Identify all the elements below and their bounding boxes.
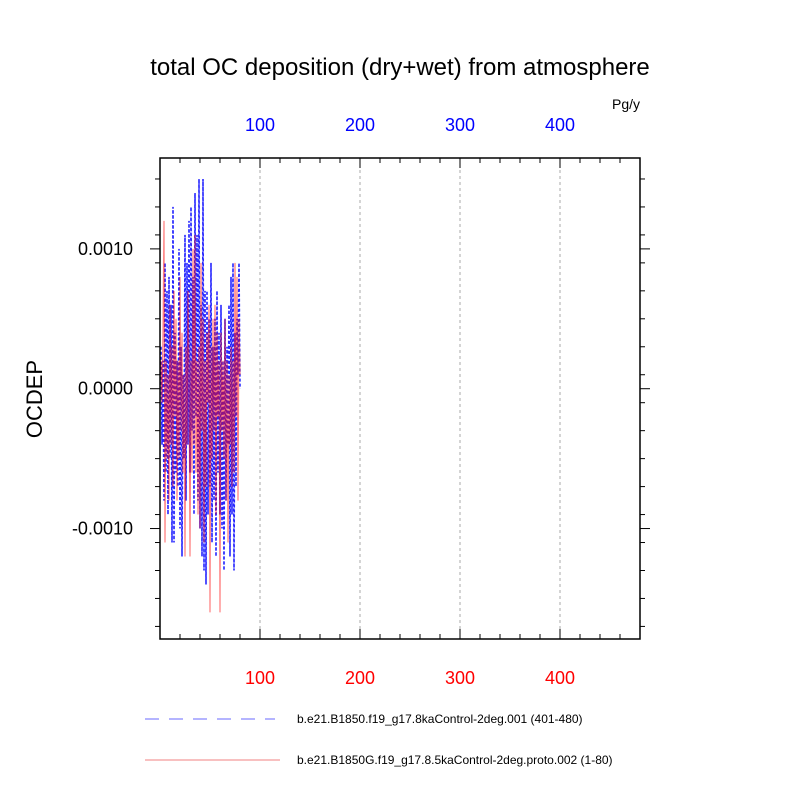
x-tick-label-top: 200 bbox=[345, 115, 375, 135]
legend: b.e21.B1850.f19_g17.8kaControl-2deg.001 … bbox=[145, 712, 613, 767]
y-tick-label: 0.0000 bbox=[78, 379, 133, 399]
series-line-red bbox=[160, 220, 241, 613]
x-tick-label-bottom: 400 bbox=[545, 668, 575, 688]
top-axis-units: Pg/y bbox=[612, 96, 640, 112]
legend-label-red: b.e21.B1850G.f19_g17.8.5kaControl-2deg.p… bbox=[297, 753, 613, 767]
chart-title: total OC deposition (dry+wet) from atmos… bbox=[150, 54, 650, 81]
legend-label-blue: b.e21.B1850.f19_g17.8kaControl-2deg.001 … bbox=[297, 712, 583, 726]
x-tick-label-bottom: 200 bbox=[345, 668, 375, 688]
y-axis-label: OCDEP bbox=[22, 360, 47, 438]
y-tick-label: -0.0010 bbox=[72, 519, 133, 539]
x-tick-label-bottom: 100 bbox=[245, 668, 275, 688]
y-tick-label: 0.0010 bbox=[78, 239, 133, 259]
x-tick-label-bottom: 300 bbox=[445, 668, 475, 688]
x-tick-label-top: 400 bbox=[545, 115, 575, 135]
x-tick-label-top: 300 bbox=[445, 115, 475, 135]
x-tick-label-top: 100 bbox=[245, 115, 275, 135]
